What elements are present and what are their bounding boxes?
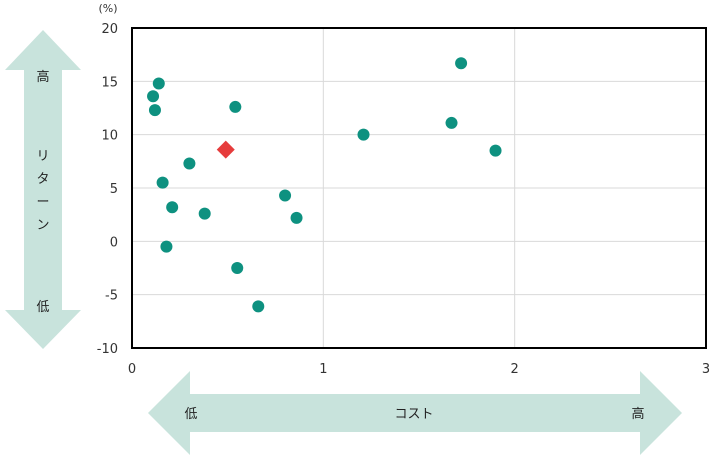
return-label: リ タ ー ン (36, 149, 49, 233)
scatter-point (198, 207, 211, 220)
y-axis-unit: (%) (98, 2, 117, 15)
y-tick-label: 0 (110, 235, 118, 250)
scatter-point (445, 116, 458, 129)
scatter-point (231, 262, 244, 274)
scatter-point (229, 100, 242, 113)
x-axis-ticks: 0 1 2 3 (128, 362, 710, 377)
data-points (147, 57, 502, 313)
y-tick-label: -5 (105, 289, 118, 304)
y-axis-ticks: 20 15 10 5 0 -5 -10 (97, 22, 118, 357)
return-label-char: リ (36, 149, 49, 164)
x-tick-label: 2 (511, 362, 519, 377)
scatter-point (455, 57, 468, 70)
scatter-point (148, 104, 161, 117)
cost-label: コスト (394, 407, 433, 422)
scatter-point (166, 201, 179, 214)
return-low-label: 低 (36, 300, 49, 315)
return-label-char: タ (36, 172, 49, 187)
cost-low-label: 低 (184, 407, 197, 422)
return-label-char: ー (36, 195, 49, 210)
gridlines (131, 27, 707, 349)
plot-area-border (131, 27, 707, 349)
scatter-point (252, 300, 265, 313)
y-tick-label: 20 (101, 22, 118, 37)
return-high-label: 高 (36, 69, 49, 85)
y-tick-label: 15 (101, 75, 118, 90)
cost-arrow (148, 371, 682, 455)
y-tick-label: -10 (97, 342, 118, 357)
return-label-char: ン (36, 218, 49, 233)
x-tick-label: 1 (319, 362, 327, 377)
y-tick-label: 5 (110, 182, 118, 197)
scatter-point (290, 211, 303, 224)
scatter-point (160, 240, 173, 253)
scatter-point (183, 157, 196, 170)
scatter-point (152, 77, 165, 90)
scatter-point (489, 144, 502, 157)
scatter-point (357, 128, 370, 141)
x-tick-label: 3 (702, 362, 710, 377)
y-tick-label: 10 (101, 129, 118, 144)
scatter-point-highlight (216, 140, 235, 159)
return-arrow (5, 30, 81, 349)
scatter-point (156, 176, 169, 189)
scatter-point (147, 90, 160, 103)
cost-high-label: 高 (631, 406, 644, 422)
x-tick-label: 0 (128, 362, 136, 377)
scatter-point (279, 189, 292, 202)
